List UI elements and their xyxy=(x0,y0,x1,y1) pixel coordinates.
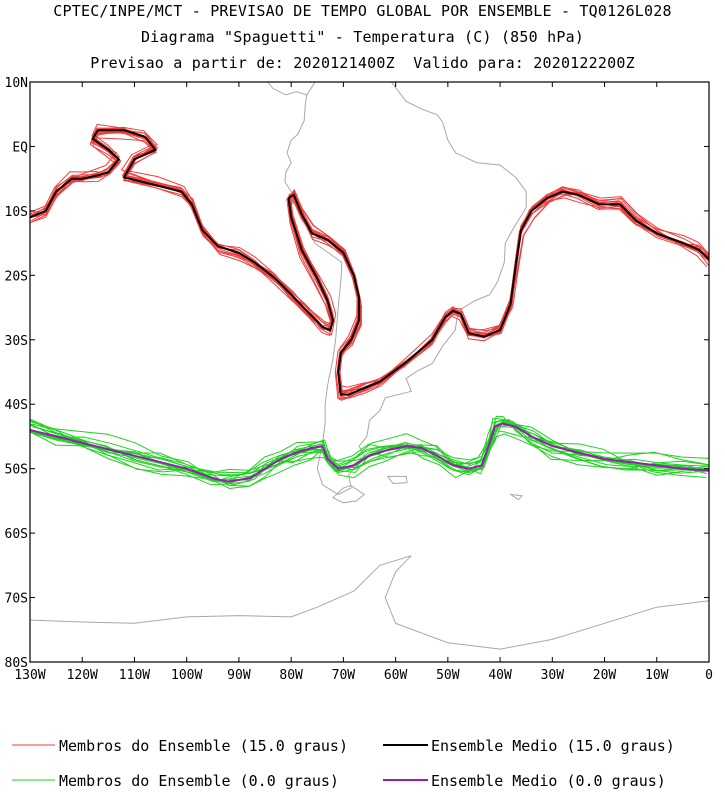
chart-title: CPTEC/INPE/MCT - PREVISAO DE TEMPO GLOBA… xyxy=(53,2,672,20)
lat-tick-label: 30S xyxy=(5,334,28,349)
member-15-line xyxy=(30,137,708,388)
member-0-line xyxy=(34,418,709,476)
lon-tick-label: 10W xyxy=(645,668,669,683)
member-15-line xyxy=(30,129,709,396)
ensemble-mean-15-line xyxy=(30,129,709,396)
forecast-validity-line: Previsao a partir de: 2020121400Z Valido… xyxy=(90,54,635,72)
legend-label-mean15: Ensemble Medio (15.0 graus) xyxy=(431,737,675,755)
south-georgia-coast xyxy=(510,493,524,501)
lat-tick-label: 50S xyxy=(5,463,28,478)
legend-label-member0: Membros do Ensemble (0.0 graus) xyxy=(59,772,339,790)
lon-tick-label: 100W xyxy=(171,668,202,683)
lat-tick-label: 10N xyxy=(5,76,28,91)
member-15-line xyxy=(30,128,709,396)
member-15-line xyxy=(31,131,709,394)
legend: Membros do Ensemble (15.0 graus) Ensembl… xyxy=(12,737,675,790)
ensemble-mean-0-line xyxy=(30,422,709,483)
lon-tick-label: 70W xyxy=(332,668,356,683)
member-0-line xyxy=(30,423,709,487)
lat-tick-label: 10S xyxy=(5,205,28,220)
member-15-line xyxy=(30,132,709,397)
chart-subtitle: Diagrama "Spaguetti" - Temperatura (C) (… xyxy=(140,28,585,46)
lon-tick-label: 0 xyxy=(705,668,713,683)
lon-tick-label: 30W xyxy=(541,668,565,683)
member-15-line xyxy=(30,128,709,401)
central-america-coast xyxy=(266,82,307,96)
lat-tick-label: 80S xyxy=(5,656,28,671)
antarctica-coast xyxy=(30,555,709,650)
lon-tick-label: 50W xyxy=(436,668,460,683)
falkland-islands-coast xyxy=(386,475,408,485)
member-0-line xyxy=(30,419,709,486)
tierra-del-fuego-coast xyxy=(332,484,366,504)
lon-tick-label: 80W xyxy=(279,668,303,683)
lon-tick-label: 60W xyxy=(384,668,408,683)
member-15-line xyxy=(30,129,709,401)
lat-tick-label: 70S xyxy=(5,592,28,607)
legend-label-member15: Membros do Ensemble (15.0 graus) xyxy=(59,737,348,755)
member-0-line xyxy=(30,420,708,485)
lon-tick-label: 40W xyxy=(488,668,512,683)
legend-label-mean0: Ensemble Medio (0.0 graus) xyxy=(431,772,666,790)
lon-tick-label: 130W xyxy=(14,668,45,683)
lat-tick-label: 60S xyxy=(5,527,28,542)
lat-tick-label: 20S xyxy=(5,269,28,284)
lat-tick-label: 40S xyxy=(5,398,28,413)
lon-tick-label: 90W xyxy=(227,668,251,683)
lon-tick-label: 20W xyxy=(593,668,617,683)
lat-tick-label: EQ xyxy=(12,140,28,155)
ensemble-mean-layer xyxy=(30,129,709,483)
lon-tick-label: 120W xyxy=(67,668,98,683)
member-0-line xyxy=(30,420,709,490)
map-frame xyxy=(29,81,710,663)
lon-tick-label: 110W xyxy=(119,668,150,683)
coastline-layer xyxy=(30,82,709,650)
